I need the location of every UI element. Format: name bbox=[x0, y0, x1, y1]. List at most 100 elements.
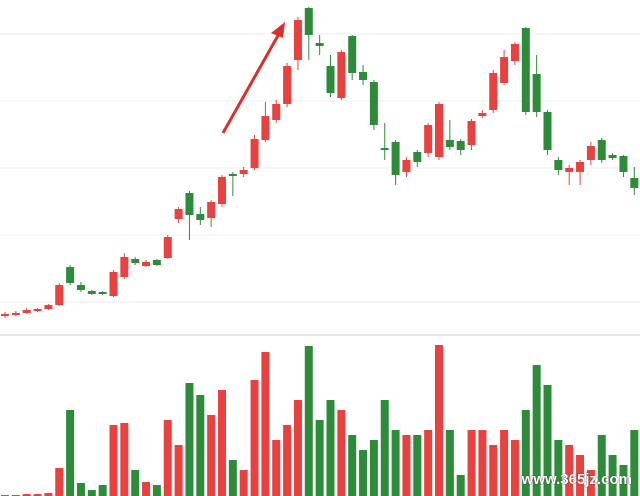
candle-body bbox=[543, 112, 552, 150]
candle-body bbox=[109, 272, 118, 296]
volume-bar bbox=[619, 465, 628, 496]
volume-bar bbox=[424, 430, 433, 496]
candle-body bbox=[261, 116, 270, 140]
candle-body bbox=[174, 209, 183, 219]
candle-body bbox=[510, 44, 519, 61]
candle-body bbox=[424, 125, 433, 153]
candle-body bbox=[413, 152, 422, 162]
volume-bar bbox=[359, 450, 368, 496]
candle-body bbox=[326, 66, 335, 93]
marks bbox=[1, 7, 639, 496]
volume-bar bbox=[565, 445, 574, 496]
candle-body bbox=[597, 140, 606, 160]
volume-bar bbox=[185, 383, 194, 496]
candle-body bbox=[586, 146, 595, 160]
candle-body bbox=[391, 142, 400, 175]
candle-body bbox=[283, 66, 292, 104]
volume-bar bbox=[250, 380, 259, 496]
volume-bar bbox=[131, 470, 140, 496]
volume-bar bbox=[467, 430, 476, 496]
candle-body bbox=[293, 20, 302, 60]
candle-body bbox=[196, 214, 205, 220]
volume-bar bbox=[196, 395, 205, 496]
volume-bar bbox=[55, 468, 64, 496]
candle-body bbox=[630, 178, 639, 188]
candle-body bbox=[22, 310, 31, 313]
volume-bar bbox=[76, 483, 85, 496]
volume-bar bbox=[44, 493, 53, 496]
candle-body bbox=[521, 28, 530, 112]
volume-bar bbox=[521, 410, 530, 496]
candle-body bbox=[87, 291, 96, 294]
volume-bar bbox=[478, 430, 487, 496]
candle-body bbox=[98, 292, 107, 294]
volume-bar bbox=[445, 430, 454, 496]
candle-body bbox=[1, 314, 9, 316]
candle-body bbox=[608, 155, 617, 158]
candle-body bbox=[142, 262, 151, 266]
candle-body bbox=[576, 162, 585, 172]
candle-body bbox=[272, 104, 281, 120]
volume-bar bbox=[489, 445, 498, 496]
volume-bar bbox=[435, 345, 443, 496]
candle-body bbox=[619, 156, 628, 172]
volume-bar bbox=[543, 385, 552, 496]
volume-bar bbox=[33, 494, 42, 496]
candle-body bbox=[348, 36, 357, 73]
candle-body bbox=[33, 309, 42, 311]
candle-body bbox=[359, 72, 368, 80]
volume-bar bbox=[109, 425, 118, 496]
volume-bar bbox=[98, 485, 107, 496]
candle-body bbox=[250, 139, 259, 168]
volume-bar bbox=[586, 470, 595, 496]
volume-bar bbox=[272, 440, 281, 496]
candle-body bbox=[532, 74, 541, 112]
volume-bar bbox=[532, 365, 541, 496]
volume-bar bbox=[326, 400, 335, 496]
volume-bar bbox=[174, 445, 183, 496]
volume-bar bbox=[630, 430, 639, 496]
volume-bar bbox=[152, 485, 161, 496]
volume-bar bbox=[228, 460, 237, 496]
candle-body bbox=[218, 177, 226, 204]
arrow-shaft bbox=[221, 31, 282, 134]
volume-bar bbox=[207, 415, 216, 496]
candle-body bbox=[152, 260, 161, 265]
volume-bar bbox=[369, 440, 378, 496]
volume-bar bbox=[402, 435, 411, 496]
candle-body bbox=[228, 174, 237, 176]
candle-body bbox=[66, 267, 75, 283]
volume-bar bbox=[608, 455, 617, 496]
candle-body bbox=[500, 57, 509, 83]
candle-body bbox=[185, 193, 194, 215]
candle-body bbox=[554, 160, 563, 170]
volume-bar bbox=[597, 435, 606, 496]
volume-bar bbox=[239, 470, 248, 496]
candle-body bbox=[369, 82, 378, 125]
volume-bar bbox=[391, 430, 400, 496]
candle-body bbox=[120, 257, 129, 277]
candle-body bbox=[456, 141, 465, 150]
volume-bar bbox=[293, 400, 302, 496]
candle-body bbox=[380, 148, 389, 150]
trend-arrow bbox=[221, 22, 285, 134]
candle-body bbox=[445, 140, 454, 147]
candle-body bbox=[163, 237, 172, 258]
candle-body bbox=[337, 52, 346, 98]
candle-body bbox=[11, 313, 20, 315]
volume-bar bbox=[337, 410, 346, 496]
candle-body bbox=[207, 202, 216, 218]
volume-bar bbox=[348, 435, 357, 496]
candle-body bbox=[402, 160, 411, 172]
volume-bar bbox=[261, 352, 270, 496]
volume-bar bbox=[456, 475, 465, 496]
candle-body bbox=[239, 170, 248, 174]
candle-body bbox=[131, 259, 140, 263]
volume-bar bbox=[554, 440, 563, 496]
volume-bar bbox=[87, 490, 96, 496]
volume-bar bbox=[163, 420, 172, 496]
candle-body bbox=[315, 43, 324, 46]
volume-bar bbox=[218, 390, 226, 496]
volume-bar bbox=[142, 482, 151, 496]
volume-bar bbox=[413, 435, 422, 496]
